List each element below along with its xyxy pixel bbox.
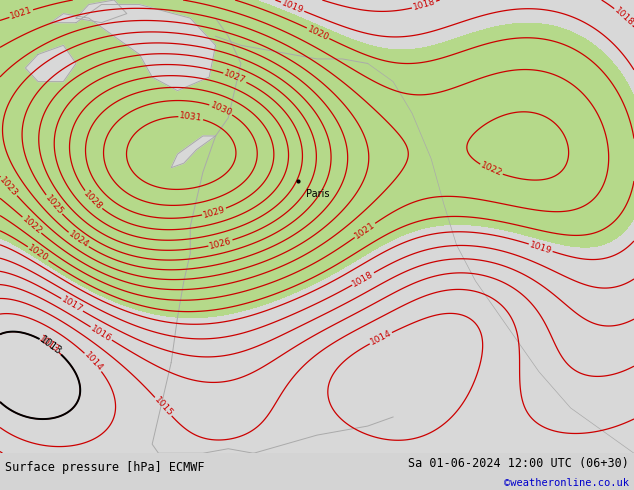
Text: 1014: 1014 — [82, 350, 105, 373]
Text: 1013: 1013 — [38, 335, 64, 357]
Text: Sa 01-06-2024 12:00 UTC (06+30): Sa 01-06-2024 12:00 UTC (06+30) — [408, 457, 629, 470]
Text: 1018: 1018 — [612, 5, 634, 28]
Text: 1016: 1016 — [89, 323, 113, 343]
Text: 1026: 1026 — [209, 236, 233, 250]
Text: 1019: 1019 — [528, 240, 553, 255]
Text: 1021: 1021 — [353, 220, 377, 241]
Text: Surface pressure [hPa] ECMWF: Surface pressure [hPa] ECMWF — [5, 461, 205, 474]
Polygon shape — [171, 136, 216, 168]
Text: 1023: 1023 — [0, 175, 20, 198]
Text: ©weatheronline.co.uk: ©weatheronline.co.uk — [504, 478, 629, 489]
Text: 1031: 1031 — [179, 111, 203, 123]
Polygon shape — [51, 4, 216, 91]
Text: 1018: 1018 — [351, 270, 375, 289]
Text: 1020: 1020 — [306, 24, 330, 42]
Text: 1018: 1018 — [412, 0, 436, 12]
Text: 1022: 1022 — [20, 214, 43, 236]
Text: 1025: 1025 — [43, 193, 65, 216]
Text: 1020: 1020 — [26, 244, 50, 264]
Text: 1019: 1019 — [280, 0, 305, 15]
Text: 1022: 1022 — [479, 161, 503, 178]
Text: 1030: 1030 — [209, 100, 233, 118]
Text: 1027: 1027 — [223, 69, 247, 86]
Polygon shape — [25, 46, 76, 82]
Text: Paris: Paris — [306, 189, 329, 199]
Text: 1017: 1017 — [60, 295, 84, 315]
Text: 1028: 1028 — [82, 189, 104, 212]
Text: 1014: 1014 — [368, 329, 393, 347]
Text: 1021: 1021 — [9, 6, 34, 21]
Text: 1013: 1013 — [37, 335, 61, 355]
Polygon shape — [76, 0, 127, 23]
Text: 1015: 1015 — [152, 395, 174, 418]
Text: 1029: 1029 — [202, 204, 226, 220]
Text: 1024: 1024 — [67, 229, 90, 250]
